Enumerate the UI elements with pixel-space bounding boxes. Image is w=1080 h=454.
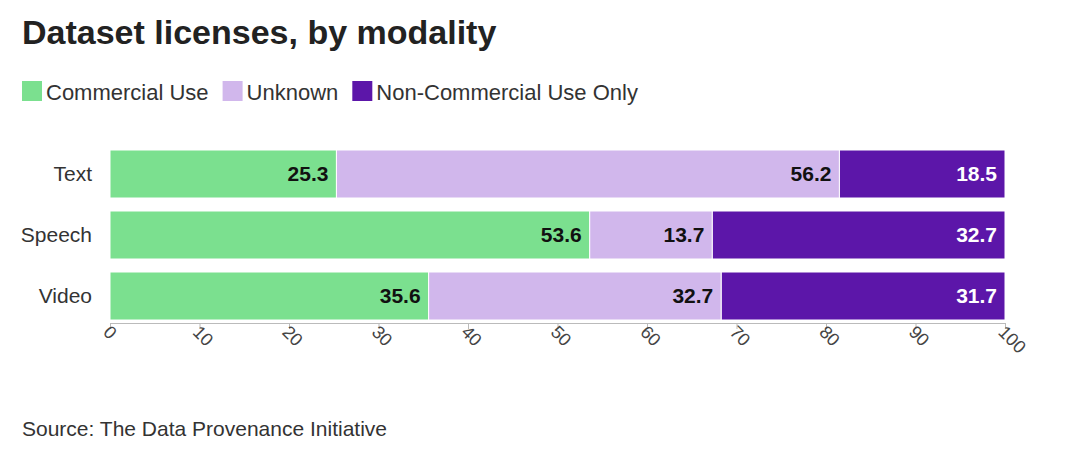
x-tick-label: 70 [726, 322, 754, 350]
y-axis: Text Speech Video [21, 162, 92, 307]
x-tick: 20 [278, 322, 306, 350]
data-label: 35.6 [380, 284, 421, 307]
data-label: 31.7 [956, 284, 997, 307]
y-tick: Text [53, 162, 92, 185]
y-tick: Speech [21, 223, 92, 246]
x-tick-label: 20 [278, 322, 306, 350]
legend-item: Unknown [223, 80, 339, 105]
source: Source: The Data Provenance Initiative [22, 417, 387, 440]
legend-label: Non-Commercial Use Only [376, 80, 638, 105]
data-label: 32.7 [956, 223, 997, 246]
bar [712, 211, 1005, 259]
bars [110, 150, 1005, 320]
data-label: 13.7 [663, 223, 704, 246]
x-tick: 30 [368, 322, 396, 350]
data-label: 18.5 [956, 162, 997, 185]
y-tick-label: Text [53, 162, 92, 185]
x-tick: 90 [905, 322, 933, 350]
x-tick-label: 50 [547, 322, 575, 350]
title: Dataset licenses, by modality [22, 13, 496, 51]
legend-item: Non-Commercial Use Only [352, 80, 638, 105]
x-tick: 10 [189, 322, 217, 350]
bar [110, 150, 336, 198]
legend-swatch [352, 81, 372, 101]
bar [429, 272, 722, 320]
data-label: 25.3 [288, 162, 329, 185]
bar [721, 272, 1005, 320]
x-tick-label: 90 [905, 322, 933, 350]
y-tick-label: Video [39, 284, 92, 307]
x-tick-label: 40 [457, 322, 485, 350]
legend: Commercial Use Unknown Non-Commercial Use … [22, 80, 638, 105]
data-labels: 25.3 56.2 18.5 53.6 13.7 32.7 35.6 32.7 31.7 [288, 162, 998, 307]
chart: Dataset licenses, by modality Commercial … [0, 0, 1080, 454]
x-tick: 0 [99, 322, 120, 343]
legend-label: Unknown [247, 80, 339, 105]
legend-swatch [22, 81, 42, 101]
x-tick: 50 [547, 322, 575, 350]
bar [839, 150, 1005, 198]
data-label: 32.7 [672, 284, 713, 307]
x-tick: 70 [726, 322, 754, 350]
legend-swatch [223, 81, 243, 101]
x-tick-label: 80 [815, 322, 843, 350]
x-tick-label: 0 [99, 322, 120, 343]
x-tick-label: 100 [994, 322, 1029, 357]
x-tick-label: 30 [368, 322, 396, 350]
bar [336, 150, 839, 198]
data-label: 53.6 [541, 223, 582, 246]
bar [110, 272, 429, 320]
bar [110, 211, 590, 259]
x-axis: 0 10 20 30 40 50 60 70 80 90 100 [99, 322, 1029, 357]
x-tick: 60 [636, 322, 664, 350]
x-tick-label: 60 [636, 322, 664, 350]
x-tick: 100 [994, 322, 1029, 357]
legend-item: Commercial Use [22, 80, 209, 105]
x-tick: 40 [457, 322, 485, 350]
bar [590, 211, 713, 259]
x-tick-label: 10 [189, 322, 217, 350]
legend-label: Commercial Use [46, 80, 209, 105]
y-tick-label: Speech [21, 223, 92, 246]
y-tick: Video [39, 284, 92, 307]
data-label: 56.2 [791, 162, 832, 185]
x-tick: 80 [815, 322, 843, 350]
